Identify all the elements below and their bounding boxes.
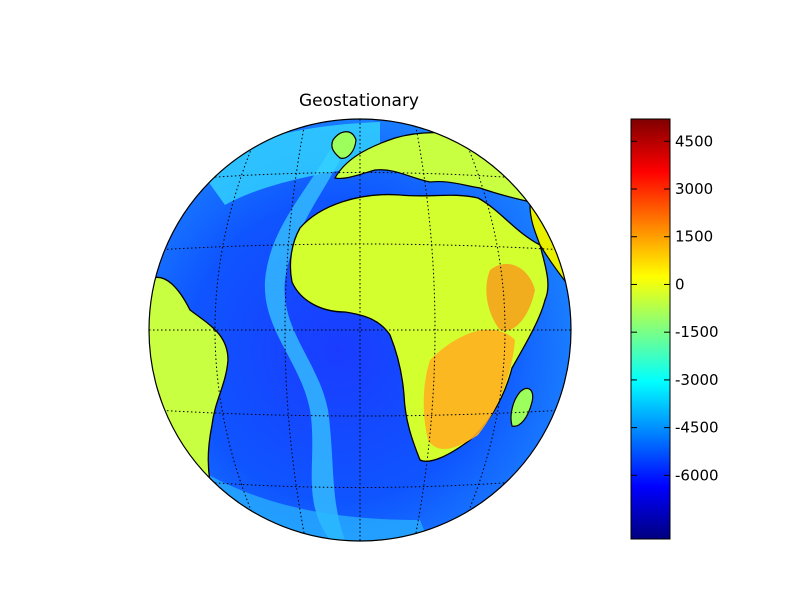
colorbar-tick-label: -4500 xyxy=(675,419,719,437)
colorbar-tick-label: -6000 xyxy=(675,466,719,484)
globe xyxy=(140,119,572,545)
colorbar-body xyxy=(631,119,670,539)
map-title: Geostationary xyxy=(299,91,419,111)
colorbar: 4500 3000 1500 0 -1500 -3000 -4500 -6000 xyxy=(631,119,719,539)
colorbar-tick-label: 1500 xyxy=(675,228,713,246)
colorbar-tick-label: -1500 xyxy=(675,323,719,341)
colorbar-tick-label: 4500 xyxy=(675,132,713,150)
colorbar-tick-label: 3000 xyxy=(675,180,713,198)
colorbar-tick-label: 0 xyxy=(675,275,685,293)
colorbar-tick-label: -3000 xyxy=(675,371,719,389)
